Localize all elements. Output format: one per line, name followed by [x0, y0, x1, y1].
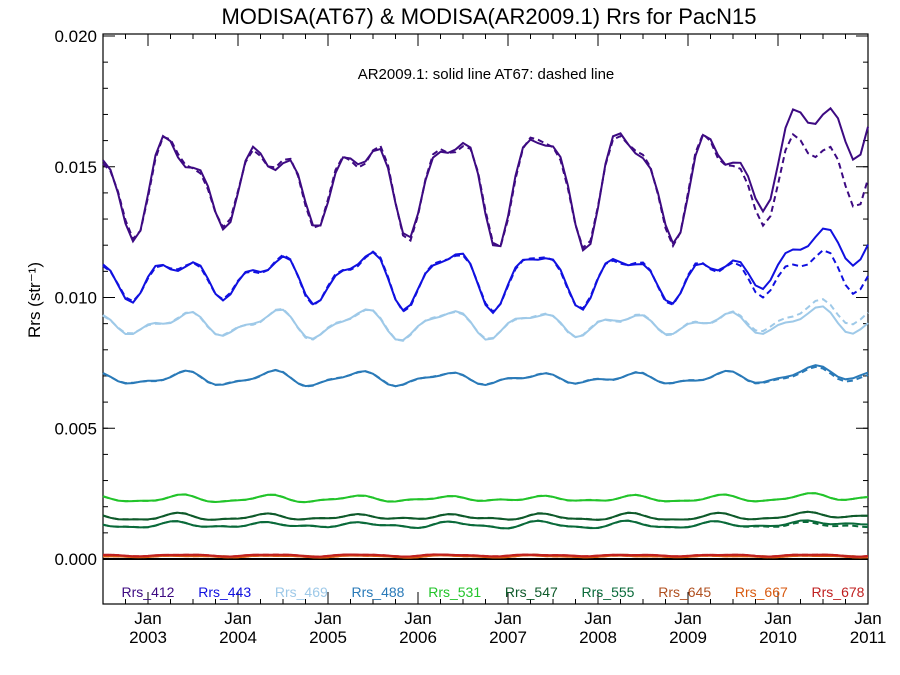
series-line-at67-rrs_555: [102, 519, 869, 530]
y-tick-label: 0.015: [54, 158, 97, 177]
legend-entry: Rrs_443: [198, 584, 251, 600]
x-tick-month: Jan: [134, 609, 161, 628]
series-lines: [102, 106, 869, 559]
y-tick-label: 0.005: [54, 419, 97, 438]
series-line-at67-rrs_488: [102, 365, 869, 388]
x-tick-month: Jan: [224, 609, 251, 628]
series-line-ar2009-rrs_678: [102, 553, 869, 558]
y-ticks: 0.000 0.005 0.010 0.015 0.020: [54, 27, 868, 569]
x-tick-month: Jan: [764, 609, 791, 628]
x-tick-year: 2005: [309, 628, 347, 647]
series-line-ar2009-rrs_443: [102, 227, 869, 315]
x-tick-month: Jan: [854, 609, 881, 628]
x-tick-month: Jan: [584, 609, 611, 628]
chart-title: MODISA(AT67) & MODISA(AR2009.1) Rrs for …: [221, 4, 756, 29]
x-tick-year: 2006: [399, 628, 437, 647]
x-tick-year: 2011: [850, 628, 887, 647]
y-axis-label: Rrs (str⁻¹): [25, 262, 44, 338]
x-ticks: Jan2003Jan2004Jan2005Jan2006Jan2007Jan20…: [102, 34, 887, 647]
legend-entry: Rrs_555: [582, 584, 635, 600]
legend-entry: Rrs_412: [122, 584, 175, 600]
series-line-ar2009-rrs_547: [102, 510, 868, 521]
series-line-ar2009-rrs_531: [102, 492, 869, 504]
series-line-ar2009-rrs_555: [102, 519, 869, 530]
x-tick-year: 2004: [219, 628, 257, 647]
x-tick-month: Jan: [314, 609, 341, 628]
series-line-ar2009-rrs_469: [102, 305, 869, 342]
x-tick-year: 2003: [129, 628, 167, 647]
legend: Rrs_412 Rrs_443 Rrs_469 Rrs_488 Rrs_531 Rrs_5…: [122, 584, 865, 600]
x-tick-month: Jan: [494, 609, 521, 628]
x-tick-year: 2009: [669, 628, 707, 647]
legend-entry: Rrs_488: [352, 584, 405, 600]
series-line-ar2009-rrs_488: [102, 364, 869, 388]
y-tick-label: 0.000: [54, 550, 97, 569]
legend-entry: Rrs_667: [735, 584, 788, 600]
y-tick-label: 0.010: [54, 289, 97, 308]
legend-entry: Rrs_678: [812, 584, 865, 600]
legend-entry: Rrs_645: [658, 584, 711, 600]
x-tick-year: 2007: [489, 628, 527, 647]
y-tick-label: 0.020: [54, 27, 97, 46]
x-tick-month: Jan: [674, 609, 701, 628]
series-line-ar2009-rrs_412: [102, 106, 869, 253]
x-tick-year: 2008: [579, 628, 617, 647]
legend-entry: Rrs_547: [505, 584, 558, 600]
chart-annotation: AR2009.1: solid line AT67: dashed line: [358, 66, 615, 83]
x-tick-month: Jan: [404, 609, 431, 628]
series-line-at67-rrs_469: [102, 298, 869, 342]
x-tick-year: 2010: [759, 628, 797, 647]
legend-entry: Rrs_531: [428, 584, 481, 600]
legend-entry: Rrs_469: [275, 584, 328, 600]
